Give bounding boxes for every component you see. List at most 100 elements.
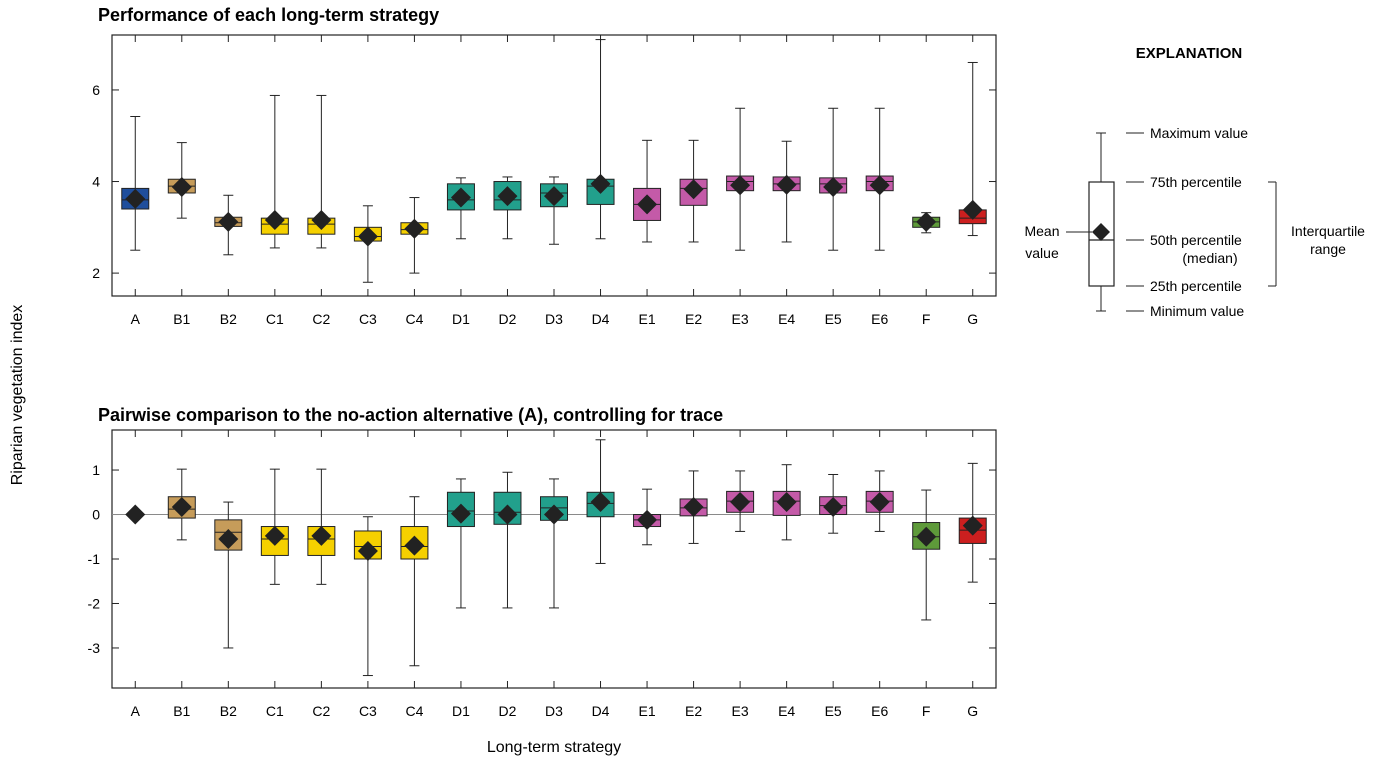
bottom-xtick-label: E6 xyxy=(871,703,888,719)
mean-marker xyxy=(450,503,471,524)
mean-marker xyxy=(962,199,983,220)
top-xtick-label: C1 xyxy=(266,311,284,327)
top-xtick-label: D2 xyxy=(499,311,517,327)
mean-marker xyxy=(125,188,146,209)
top-box-C2 xyxy=(307,94,336,249)
mean-marker xyxy=(776,492,797,513)
mean-marker xyxy=(637,509,658,530)
mean-marker xyxy=(916,526,937,547)
mean-marker xyxy=(218,528,239,549)
bottom-ytick-label: -3 xyxy=(88,640,101,656)
top-xtick-label: E6 xyxy=(871,311,888,327)
mean-marker xyxy=(590,492,611,513)
top-ytick-label: 2 xyxy=(92,265,100,281)
bottom-ytick-label: 0 xyxy=(92,507,100,523)
top-box-F xyxy=(912,211,941,234)
top-ytick-label: 6 xyxy=(92,82,100,98)
top-box-E3 xyxy=(726,107,755,251)
mean-marker xyxy=(544,186,564,207)
bottom-xtick-label: D2 xyxy=(499,703,517,719)
mean-marker xyxy=(683,179,704,200)
mean-marker xyxy=(823,496,844,517)
bottom-ytick-label: 1 xyxy=(92,462,100,478)
mean-marker xyxy=(357,226,378,247)
top-box-B1 xyxy=(167,142,196,219)
mean-marker xyxy=(357,540,378,561)
mean-marker xyxy=(497,504,518,525)
top-box-C3 xyxy=(353,205,382,283)
top-box-D3 xyxy=(540,176,568,245)
top-xtick-label: G xyxy=(967,311,978,327)
legend-median-label: 50th percentile xyxy=(1150,232,1242,248)
legend-mean-sublabel: value xyxy=(1025,245,1059,261)
top-xtick-label: E5 xyxy=(825,311,842,327)
mean-marker xyxy=(218,211,239,232)
legend-min-label: Minimum value xyxy=(1150,303,1244,319)
y-axis-label: Riparian vegetation index xyxy=(9,305,26,486)
top-xtick-label: D1 xyxy=(452,311,470,327)
bottom-box-F xyxy=(912,489,941,621)
bottom-box-E6 xyxy=(865,470,894,532)
bottom-box-E5 xyxy=(819,473,848,534)
top-box-D1 xyxy=(446,177,475,240)
bottom-xtick-label: B1 xyxy=(173,703,190,719)
top-panel-marks: 2 4 6 A B1 B2 C1 C2 C3 C4 D1 D2 D3 D4 E1 E2 E3 E4 E5 E6 F G xyxy=(92,35,996,327)
bottom-panel-title: Pairwise comparison to the no-action alt… xyxy=(98,405,723,425)
x-axis-label: Long-term strategy xyxy=(487,739,621,756)
bottom-box-E3 xyxy=(726,470,755,532)
bottom-box-A xyxy=(125,504,146,525)
legend-iqr-label: Interquartile xyxy=(1291,223,1365,239)
top-box-D4 xyxy=(586,39,615,240)
top-box-G xyxy=(958,61,987,237)
top-xtick-label: E4 xyxy=(778,311,795,327)
top-ytick-label: 4 xyxy=(92,174,100,190)
mean-marker xyxy=(311,525,332,546)
mean-marker xyxy=(497,186,518,207)
bottom-xtick-label: C4 xyxy=(405,703,423,719)
mean-marker xyxy=(125,504,146,525)
mean-marker xyxy=(637,194,658,215)
top-xtick-label: E2 xyxy=(685,311,702,327)
legend-median-sublabel: (median) xyxy=(1182,250,1237,266)
mean-marker xyxy=(823,177,844,198)
bottom-box-D3 xyxy=(540,478,568,609)
bottom-xtick-label: D1 xyxy=(452,703,470,719)
top-box-C1 xyxy=(260,94,289,249)
bottom-panel-marks: 1 0 -1 -2 -3 A B1 B2 C1 C2 C3 C4 D1 D2 D3 D4 E1 E2 E3 E4 E5 E… xyxy=(88,430,996,719)
mean-marker xyxy=(683,496,704,517)
mean-marker xyxy=(404,218,425,239)
top-box-E2 xyxy=(679,139,708,243)
mean-marker xyxy=(916,211,937,232)
top-xtick-label: C2 xyxy=(312,311,330,327)
legend-q1-label: 25th percentile xyxy=(1150,278,1242,294)
bottom-xtick-label: B2 xyxy=(220,703,237,719)
legend-max-label: Maximum value xyxy=(1150,125,1248,141)
legend-q3-label: 75th percentile xyxy=(1150,174,1242,190)
bottom-xtick-label: C3 xyxy=(359,703,377,719)
bottom-box-C1 xyxy=(260,468,289,585)
bottom-xtick-label: D4 xyxy=(592,703,610,719)
bottom-box-E2 xyxy=(679,470,708,544)
bottom-xtick-label: E2 xyxy=(685,703,702,719)
mean-marker xyxy=(311,209,332,230)
top-xtick-label: B2 xyxy=(220,311,237,327)
top-panel-title: Performance of each long-term strategy xyxy=(98,5,439,25)
top-box-A xyxy=(121,116,150,251)
top-xtick-label: C4 xyxy=(405,311,423,327)
bottom-box-B2 xyxy=(214,501,243,649)
bottom-xtick-label: A xyxy=(131,703,141,719)
mean-marker xyxy=(869,175,890,196)
explanation-legend: EXPLANATION Maximum value 75th percentil… xyxy=(1024,45,1365,319)
top-box-C4 xyxy=(400,197,429,274)
bottom-xtick-label: E4 xyxy=(778,703,795,719)
mean-marker xyxy=(869,492,890,513)
mean-marker xyxy=(730,492,751,513)
bottom-box-C3 xyxy=(353,516,382,677)
mean-marker xyxy=(171,177,192,198)
top-xtick-label: F xyxy=(922,311,931,327)
top-box-B2 xyxy=(214,194,243,256)
bottom-ytick-label: -2 xyxy=(88,595,101,611)
mean-marker xyxy=(544,504,564,525)
top-box-E6 xyxy=(865,107,894,251)
bottom-ytick-label: -1 xyxy=(88,551,101,567)
